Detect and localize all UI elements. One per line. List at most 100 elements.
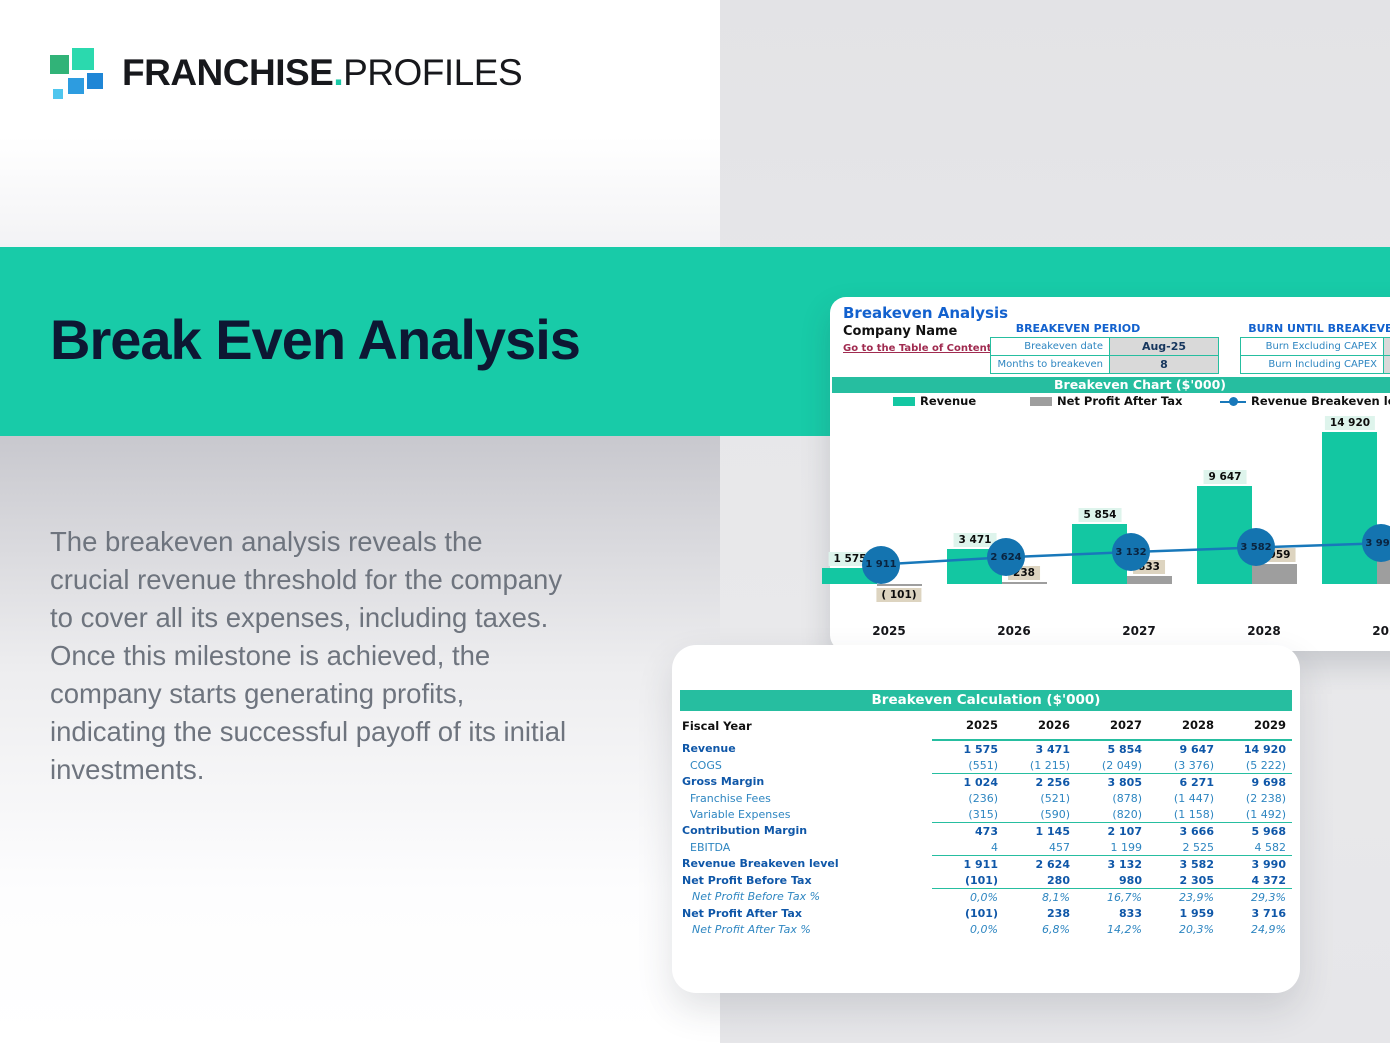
cell-value: 2 624 xyxy=(1035,857,1070,871)
cell-value: 1 575 xyxy=(963,742,998,756)
net-profit-bar xyxy=(1002,581,1047,584)
months-to-breakeven-label: Months to breakeven xyxy=(991,356,1109,373)
table-of-contents-link[interactable]: Go to the Table of Contents xyxy=(843,343,998,354)
cell-value: 24,9% xyxy=(1251,922,1286,936)
breakeven-marker: 2 624 xyxy=(987,538,1025,577)
cell-value: 29,3% xyxy=(1251,890,1286,904)
cell-value: 20,3% xyxy=(1179,922,1214,936)
logo-square-blue-mid xyxy=(68,78,84,94)
fiscal-year-label: Fiscal Year xyxy=(682,718,752,733)
cell-value: 280 xyxy=(1004,872,1076,889)
table-row: Burn Excluding CAPEX xyxy=(1241,338,1390,356)
cell-value: (590) xyxy=(1004,806,1076,823)
net-profit-bar xyxy=(877,584,922,586)
revenue-label: 3 471 xyxy=(953,532,997,547)
row-label: Gross Margin xyxy=(682,775,765,789)
x-axis-label: 2029 xyxy=(1372,624,1390,638)
breakeven-date-label: Breakeven date xyxy=(991,338,1109,355)
table-row: Gross Margin 1 024 2 256 3 805 6 271 9 698 xyxy=(680,774,1292,791)
cell-value: (1 158) xyxy=(1148,806,1220,823)
cell-value: (101) xyxy=(964,906,998,920)
brand-name-light: PROFILES xyxy=(343,52,523,93)
cell-value: 457 xyxy=(1004,839,1076,856)
cell-value: 9 647 xyxy=(1179,742,1214,756)
revenue-label: 5 854 xyxy=(1078,508,1122,523)
cell-value: 3 132 xyxy=(1107,857,1142,871)
breakeven-chart-card: Breakeven Analysis Company Name Go to th… xyxy=(822,297,1390,651)
row-label: Franchise Fees xyxy=(690,791,771,805)
cell-value: 2 256 xyxy=(1035,775,1070,789)
cell-value: (1 215) xyxy=(1004,757,1076,774)
net-profit-swatch-icon xyxy=(1030,396,1052,406)
legend-item-revenue: Revenue xyxy=(893,394,976,408)
revenue-bar xyxy=(1322,431,1377,584)
table-row: Revenue Breakeven level 1 911 2 624 3 132 3 … xyxy=(680,856,1292,873)
cell-value: 2 525 xyxy=(1148,839,1220,856)
months-to-breakeven-value: 8 xyxy=(1109,356,1218,373)
cell-value: (1 492) xyxy=(1220,806,1292,823)
cell-value: 2 107 xyxy=(1107,824,1142,838)
row-label: COGS xyxy=(690,758,722,772)
row-label: EBITDA xyxy=(690,840,731,854)
cell-value: 5 854 xyxy=(1107,742,1142,756)
table-header-row: Fiscal Year 2025 2026 2027 2028 2029 xyxy=(680,717,1292,741)
cell-value: 14 920 xyxy=(1243,742,1286,756)
cell-value: (236) xyxy=(968,791,998,805)
cell-value: (820) xyxy=(1076,806,1148,823)
cell-value: 2 305 xyxy=(1148,872,1220,889)
cell-value: 6,8% xyxy=(1042,922,1070,936)
breakeven-marker: 3 132 xyxy=(1112,533,1150,572)
revenue-label: 1 575 xyxy=(828,551,872,566)
cell-value: 1 911 xyxy=(963,857,998,871)
chart-section-header: Breakeven Chart ($'000) xyxy=(832,377,1390,393)
year-column-header: 2026 xyxy=(1004,717,1076,741)
cell-value: 833 xyxy=(1119,906,1142,920)
year-column-header: 2025 xyxy=(932,717,1004,741)
net-profit-bar xyxy=(1252,564,1297,584)
legend-label: Revenue xyxy=(920,394,977,408)
logo-square-teal xyxy=(72,48,94,70)
breakeven-marker: 3 582 xyxy=(1237,528,1275,567)
burn-including-capex-value xyxy=(1383,356,1390,373)
chart-legend: Revenue Net Profit After Tax Revenue Bre… xyxy=(830,394,1390,410)
breakeven-date-value: Aug-25 xyxy=(1109,338,1218,355)
cell-value: (878) xyxy=(1112,791,1142,805)
logo-square-blue-right xyxy=(87,73,103,89)
hero-description: The breakeven analysis reveals the cruci… xyxy=(50,526,567,785)
table-row: Franchise Fees (236) (521) (878) (1 447) (2 2… xyxy=(680,790,1292,806)
cell-value: (521) xyxy=(1040,791,1070,805)
year-column-header: 2028 xyxy=(1148,717,1220,741)
brand-name-bold: FRANCHISE xyxy=(122,52,334,93)
table-row: Variable Expenses (315) (590) (820) (1 158)(… xyxy=(680,806,1292,823)
cell-value: 3 666 xyxy=(1179,824,1214,838)
table-row: COGS (551) (1 215) (2 049) (3 376) (5 222) xyxy=(680,757,1292,774)
breakeven-calculation-card: Breakeven Calculation ($'000) Fiscal Yea… xyxy=(672,645,1300,993)
cell-value: 3 716 xyxy=(1251,906,1286,920)
row-label: Revenue xyxy=(682,742,736,755)
revenue-label: 9 647 xyxy=(1203,469,1247,484)
table-row: EBITDA 4 457 1 199 2 525 4 582 xyxy=(680,839,1292,856)
cell-value: (1 447) xyxy=(1173,791,1214,805)
burn-until-breakeven-header: BURN UNTIL BREAKEVEN xyxy=(1248,322,1390,335)
cell-value: 1 959 xyxy=(1179,906,1214,920)
cell-value: 1 024 xyxy=(963,775,998,789)
brand-logo-icon xyxy=(50,45,112,101)
year-column-header: 2029 xyxy=(1220,717,1292,741)
cell-value: 5 968 xyxy=(1251,824,1286,838)
breakeven-chart-plot: 1 575( 101) 2025 3 471 238 2026 5 854 833 2027 9… xyxy=(822,409,1390,651)
cell-value: 3 582 xyxy=(1179,857,1214,871)
net-profit-bar xyxy=(1127,575,1172,584)
table-row: Contribution Margin 473 1 145 2 107 3 666 5 9… xyxy=(680,823,1292,840)
row-label: Revenue Breakeven level xyxy=(682,857,839,871)
table-row: Revenue 1 575 3 471 5 854 9 647 14 920 xyxy=(680,740,1292,757)
cell-value: 0,0% xyxy=(970,890,998,904)
burn-excluding-capex-value xyxy=(1383,338,1390,355)
row-label: Net Profit Before Tax xyxy=(682,873,812,887)
table-row: Net Profit After Tax (101) 238 833 1 959 3 71… xyxy=(680,905,1292,921)
breakeven-period-header: BREAKEVEN PERIOD xyxy=(1015,322,1141,335)
table-row: Months to breakeven 8 xyxy=(991,356,1218,373)
legend-label: Net Profit After Tax xyxy=(1057,394,1183,408)
legend-item-breakeven-level: Revenue Breakeven level xyxy=(1220,394,1390,408)
cell-value: 0,0% xyxy=(970,922,998,936)
